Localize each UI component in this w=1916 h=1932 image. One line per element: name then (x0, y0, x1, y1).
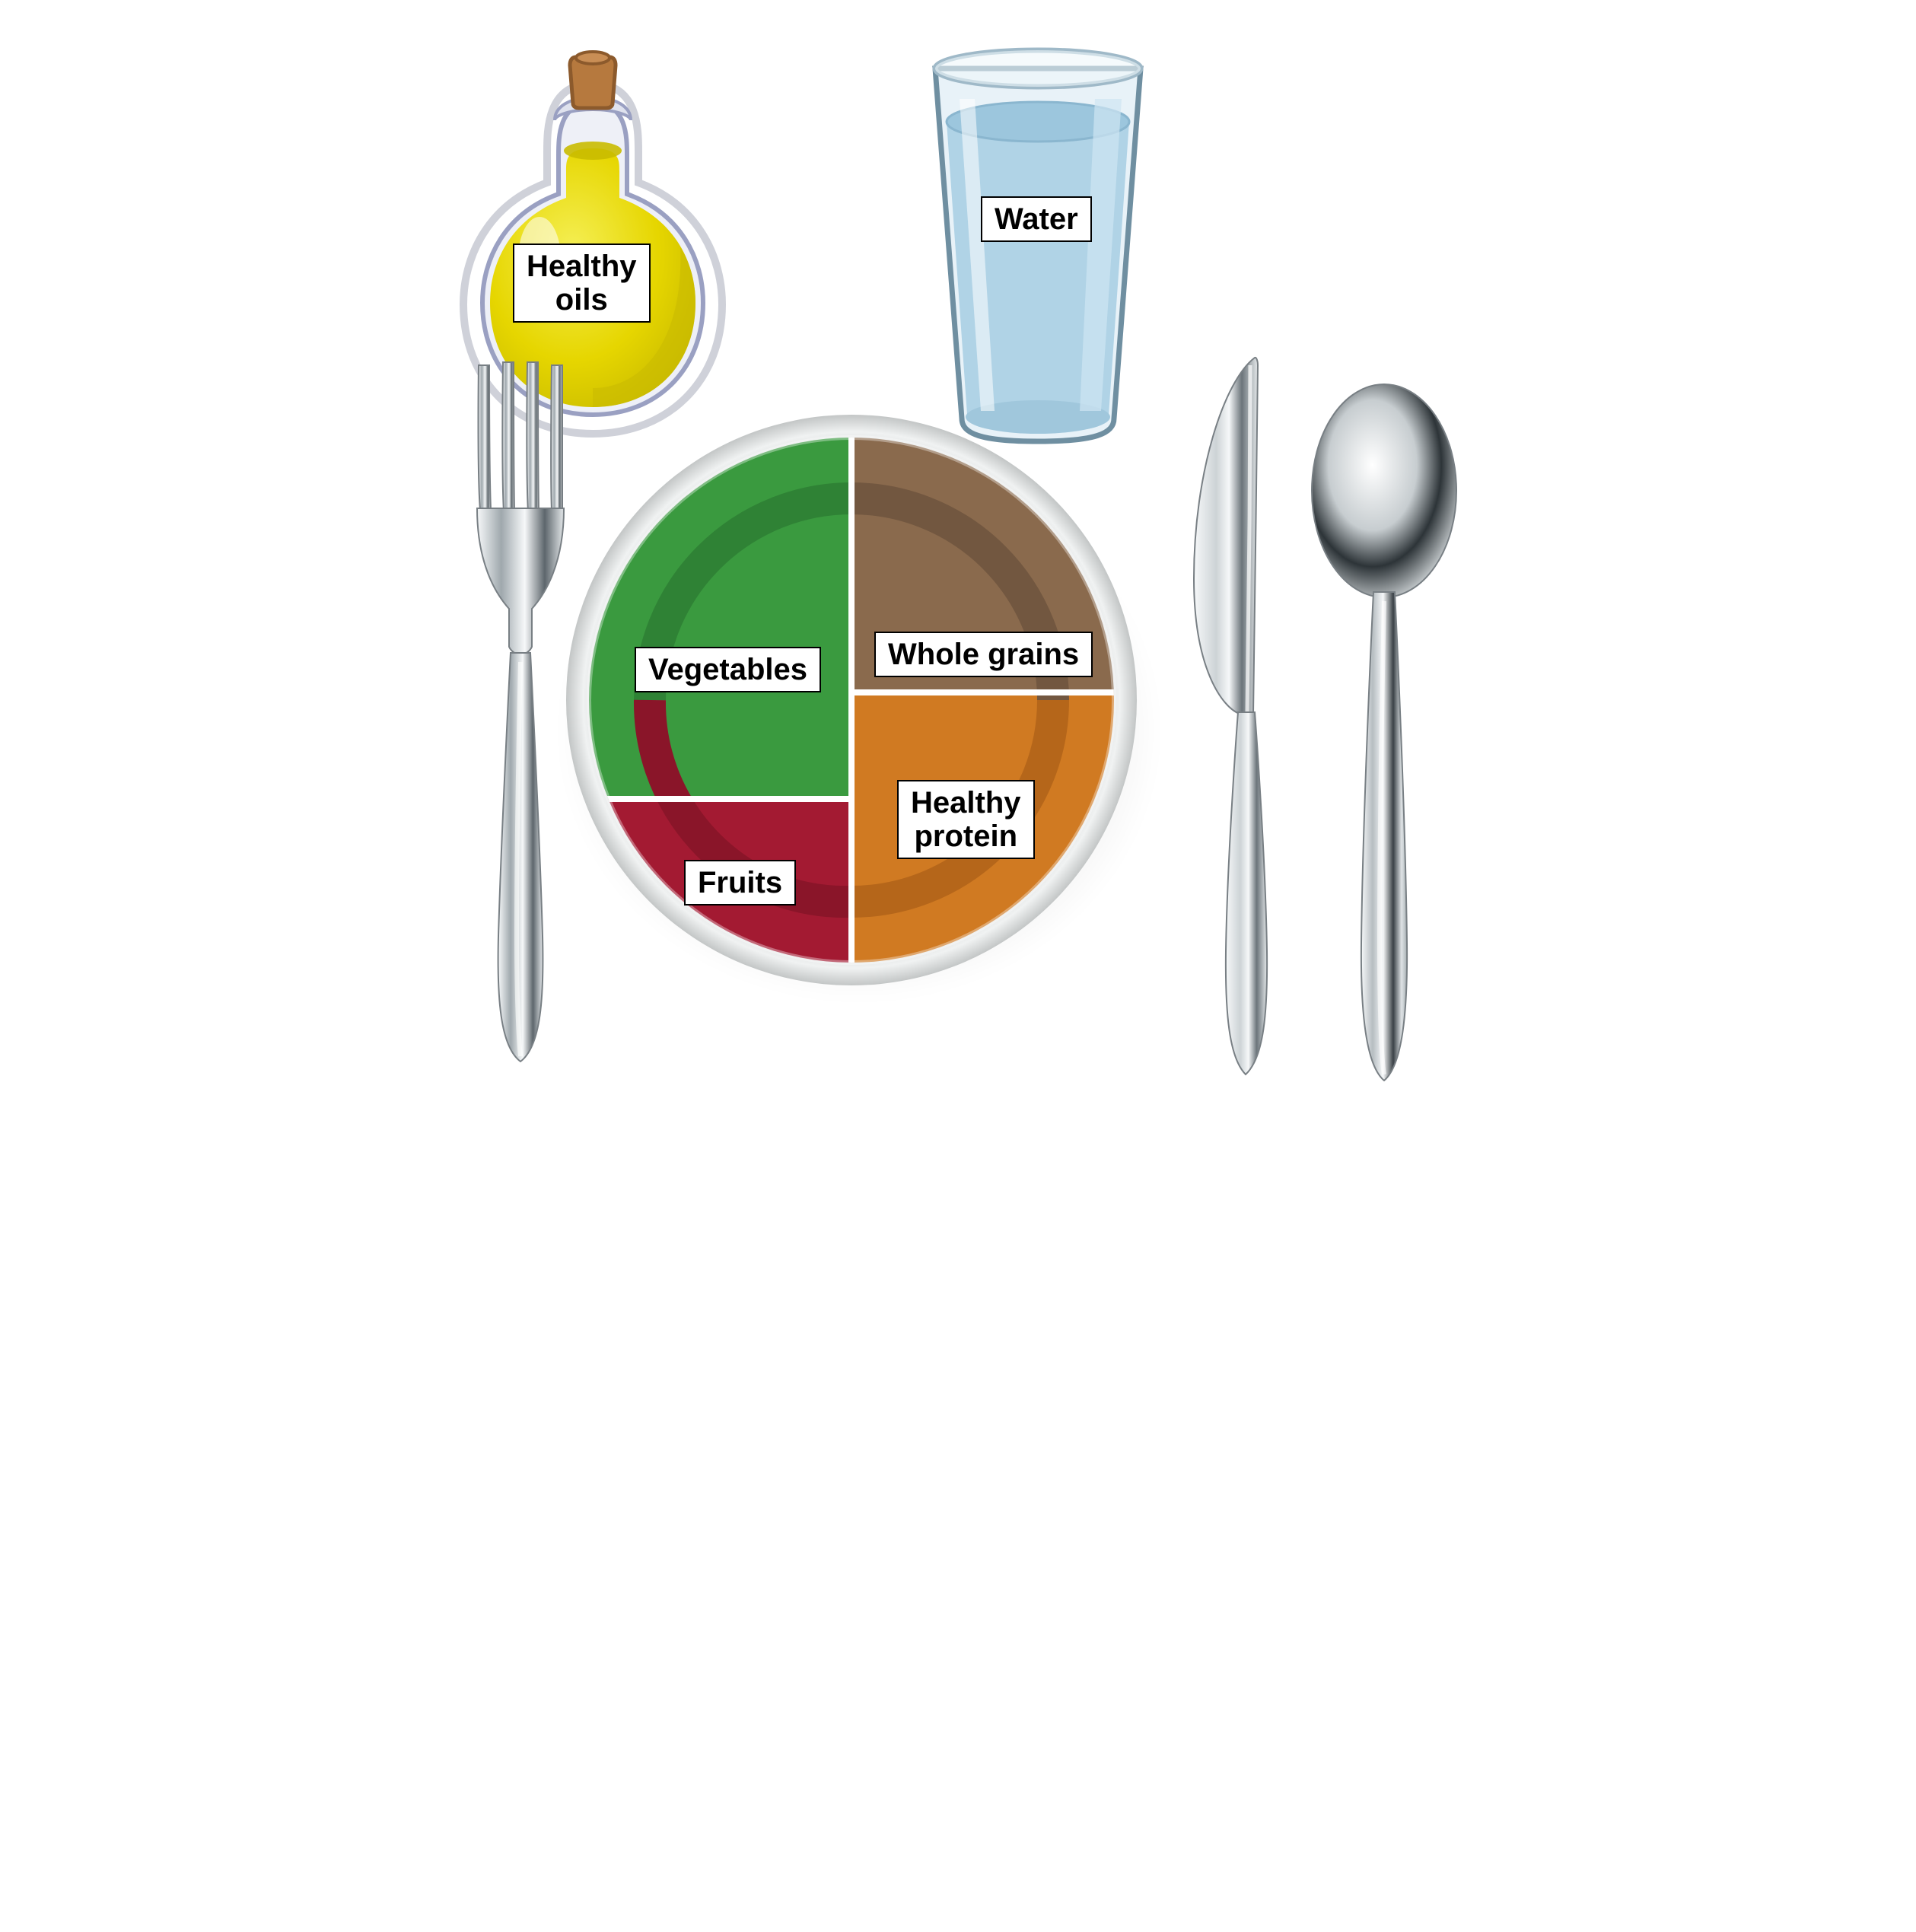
water-glass-icon (905, 38, 1171, 449)
plate-icon (562, 411, 1141, 989)
grains-label: Whole grains (874, 632, 1093, 677)
fork-icon (456, 358, 585, 1073)
vegetables-label: Vegetables (635, 647, 821, 692)
healthy-plate-diagram: Healthy oils Water Vegetables Whole grai… (425, 30, 1491, 1096)
protein-label: Healthy protein (897, 780, 1035, 859)
oil-label: Healthy oils (513, 243, 651, 323)
fruits-label: Fruits (684, 860, 796, 906)
spoon-icon (1300, 380, 1468, 1088)
knife-icon (1171, 350, 1300, 1088)
water-label: Water (981, 196, 1092, 242)
